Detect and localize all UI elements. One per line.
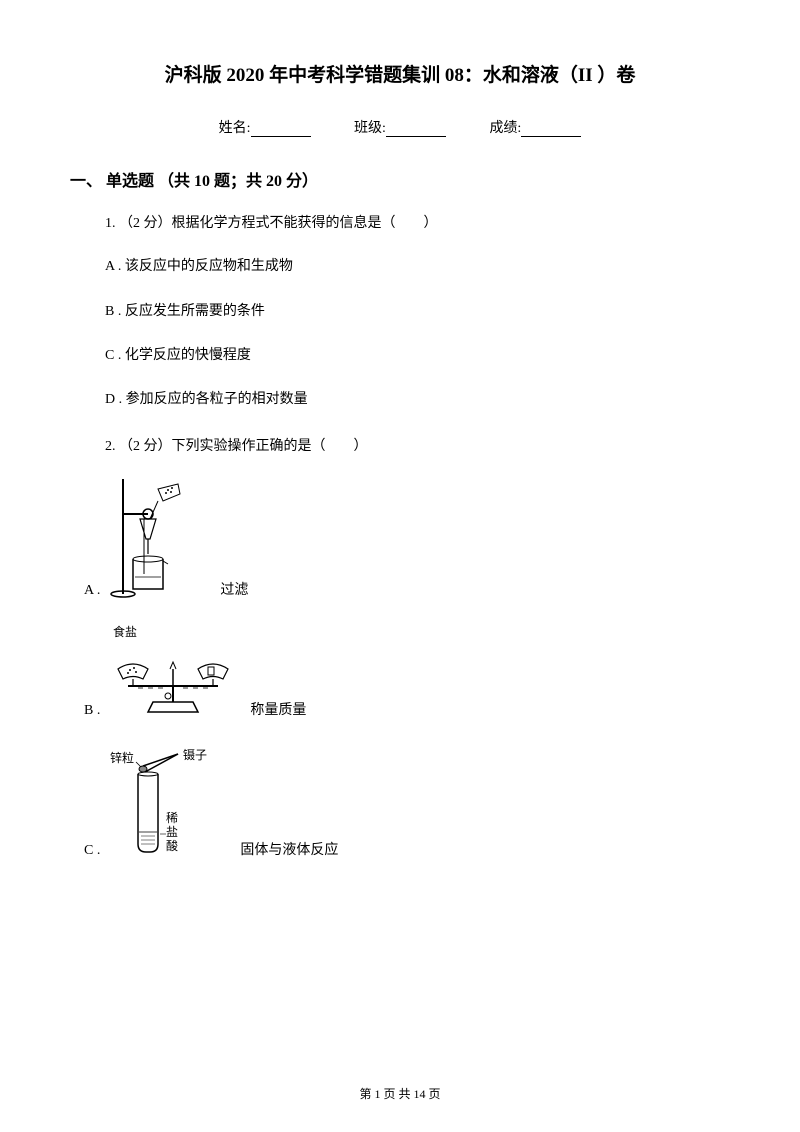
- q2-b-text: 称量质量: [250, 699, 306, 719]
- q2-option-a: A . 过滤: [84, 479, 730, 599]
- q2-a-letter: A .: [84, 583, 100, 599]
- student-info: 姓名: 班级: 成绩:: [70, 117, 730, 137]
- score-blank: [521, 123, 581, 137]
- q1-option-d: D . 参加反应的各粒子的相对数量: [105, 389, 730, 411]
- balance-diagram: 食盐: [108, 624, 238, 719]
- name-blank: [251, 123, 311, 137]
- page-footer: 第 1 页 共 14 页: [0, 1085, 800, 1102]
- q1-option-a: A . 该反应中的反应物和生成物: [105, 256, 730, 278]
- q1-option-b: B . 反应发生所需要的条件: [105, 301, 730, 323]
- q2-option-c: C . 锌粒 镊子 稀 盐 酸 固体与液体反应: [84, 744, 730, 859]
- q1-option-c: C . 化学反应的快慢程度: [105, 345, 730, 367]
- class-label: 班级:: [354, 121, 386, 136]
- zinc-label: 锌粒: [110, 750, 134, 765]
- acid-label-2: 盐: [166, 825, 178, 839]
- q2-b-letter: B .: [84, 703, 100, 719]
- q2-a-text: 过滤: [220, 579, 248, 599]
- tweezers-label: 镊子: [183, 748, 207, 762]
- class-blank: [386, 123, 446, 137]
- q2-c-letter: C .: [84, 843, 100, 859]
- page-title: 沪科版 2020 年中考科学错题集训 08：水和溶液（II ）卷: [70, 60, 730, 87]
- acid-label-1: 稀: [166, 811, 178, 825]
- score-label: 成绩:: [489, 121, 521, 136]
- section-title: 一、 单选题 （共 10 题；共 20 分）: [70, 167, 730, 191]
- question-2: 2. （2 分）下列实验操作正确的是（ ）: [105, 434, 730, 459]
- name-label: 姓名:: [219, 121, 251, 136]
- question-1: 1. （2 分）根据化学方程式不能获得的信息是（ ）: [105, 211, 730, 236]
- salt-label: 食盐: [113, 624, 137, 639]
- q2-c-text: 固体与液体反应: [240, 839, 338, 859]
- filter-diagram: [108, 479, 208, 599]
- q2-option-b: B . 食盐 称量质量: [84, 624, 730, 719]
- acid-label-3: 酸: [166, 838, 178, 853]
- reaction-diagram: 锌粒 镊子 稀 盐 酸: [108, 744, 228, 859]
